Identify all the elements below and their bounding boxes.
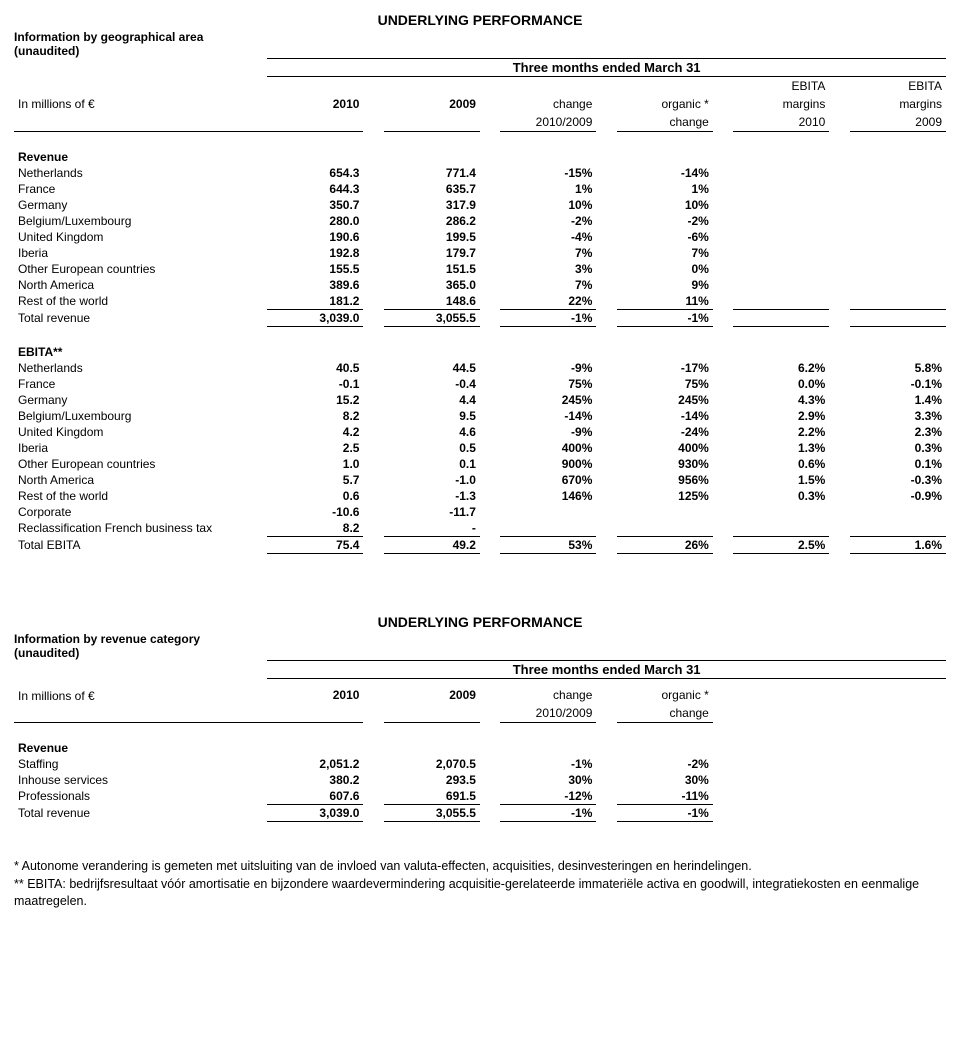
title-t1: UNDERLYING PERFORMANCE [14,12,946,28]
period-row: Three months ended March 31 [14,661,946,679]
table-row: Germany15.24.4245%245%4.3%1.4% [14,392,946,408]
table-row: Other European countries155.5151.53%0% [14,261,946,277]
table-row: Belgium/Luxembourg280.0286.2-2%-2% [14,213,946,229]
title-t2: UNDERLYING PERFORMANCE [14,614,946,630]
table-row: Staffing2,051.22,070.5-1%-2% [14,756,946,772]
header-row-1: EBITA EBITA [14,77,946,96]
revenue-head-t2: Revenue [14,731,946,756]
period-t2: Three months ended March 31 [267,661,946,679]
unit-t2: In millions of € [14,679,267,704]
table-row: Germany350.7317.910%10% [14,197,946,213]
table-row: Iberia192.8179.77%7% [14,245,946,261]
table-row: Netherlands654.3771.4-15%-14% [14,165,946,181]
header-row-2: In millions of € 2010 2009 change organi… [14,95,946,113]
ebita-head-t1: EBITA** [14,335,946,360]
table-geo: Three months ended March 31 EBITA EBITA … [14,58,946,554]
table-row: Belgium/Luxembourg8.29.5-14%-14%2.9%3.3% [14,408,946,424]
table-row: France-0.1-0.475%75%0.0%-0.1% [14,376,946,392]
header-row-3: 2010/2009 change 2010 2009 [14,113,946,132]
revenue-head-t1: Revenue [14,140,946,165]
table-row: United Kingdom190.6199.5-4%-6% [14,229,946,245]
table-row: Rest of the world0.6-1.3146%125%0.3%-0.9… [14,488,946,504]
table-row: Corporate-10.6-11.7 [14,504,946,520]
table-row: Other European countries1.00.1900%930%0.… [14,456,946,472]
total-row: Total EBITA 75.4 49.2 53% 26% 2.5% 1.6% [14,537,946,554]
table-row: Rest of the world181.2148.622%11% [14,293,946,310]
footnote-1: * Autonome verandering is gemeten met ui… [14,858,946,875]
period-t1: Three months ended March 31 [267,59,946,77]
table-row: France644.3635.71%1% [14,181,946,197]
info1-t2: Information by revenue category [14,632,946,646]
table-row: United Kingdom4.24.6-9%-24%2.2%2.3% [14,424,946,440]
footnote-2: ** EBITA: bedrijfsresultaat vóór amortis… [14,876,946,910]
header-row-3: 2010/2009 change [14,704,946,723]
footnotes: * Autonome verandering is gemeten met ui… [14,858,946,911]
info2-t1: (unaudited) [14,44,946,58]
table-row: Netherlands40.544.5-9%-17%6.2%5.8% [14,360,946,376]
info2-t2: (unaudited) [14,646,946,660]
info1-t1: Information by geographical area [14,30,946,44]
table-row: Inhouse services380.2293.530%30% [14,772,946,788]
table-row: Iberia2.50.5400%400%1.3%0.3% [14,440,946,456]
header-row-2: In millions of € 2010 2009 change organi… [14,679,946,704]
total-row: Total revenue 3,039.0 3,055.5 -1% -1% [14,310,946,327]
table-row: Reclassification French business tax8.2- [14,520,946,537]
period-row: Three months ended March 31 [14,59,946,77]
table-row: North America389.6365.07%9% [14,277,946,293]
table-row: Professionals607.6691.5-12%-11% [14,788,946,805]
unit-t1: In millions of € [14,95,267,113]
table-category: Three months ended March 31 In millions … [14,660,946,822]
table-row: North America5.7-1.0670%956%1.5%-0.3% [14,472,946,488]
total-row: Total revenue 3,039.0 3,055.5 -1% -1% [14,804,946,821]
